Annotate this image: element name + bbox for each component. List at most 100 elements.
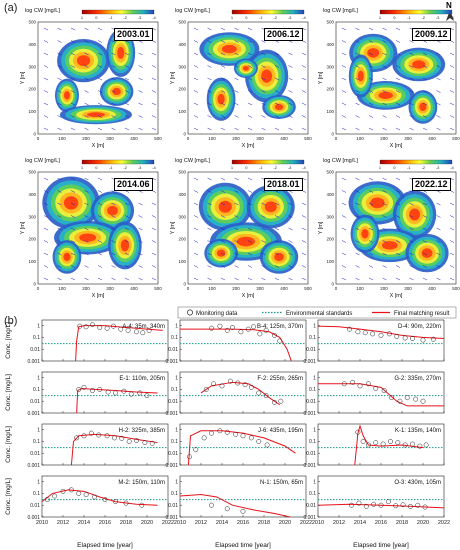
monitoring-data-point: [355, 329, 361, 335]
flow-arrow: [151, 202, 157, 206]
flow-arrow: [97, 40, 103, 43]
flow-arrow: [43, 215, 49, 218]
flow-arrow: [355, 52, 360, 56]
flow-arrow: [301, 215, 307, 218]
monitoring-data-point: [123, 500, 129, 506]
flow-arrow: [261, 277, 266, 281]
colorbar-label: log CW [mg/L]: [25, 8, 60, 14]
flow-arrow: [288, 202, 293, 206]
flow-arrow: [247, 40, 253, 43]
map-date-label: 2003.01: [114, 28, 153, 41]
flow-arrow: [57, 190, 62, 193]
flow-arrow: [368, 240, 374, 243]
y-tick-label: 1: [175, 427, 178, 433]
flow-arrow: [422, 265, 428, 268]
flow-arrow: [301, 227, 307, 231]
flow-arrow: [84, 190, 89, 193]
monitoring-data-point: [126, 438, 132, 444]
flow-arrow: [301, 90, 307, 93]
flow-arrow: [422, 127, 428, 131]
monitoring-data-point: [227, 378, 233, 384]
final-matching-result-line: [42, 489, 158, 506]
flow-arrow: [341, 265, 347, 268]
flow-arrow: [207, 177, 212, 181]
flow-arrow: [247, 65, 253, 68]
monitoring-data-point: [97, 325, 103, 330]
map-y-tick: 200: [178, 237, 186, 242]
map-x-tick: 300: [256, 286, 264, 291]
flow-arrow: [138, 90, 143, 93]
monitoring-data-point: [128, 391, 134, 397]
y-tick-label: 0.001: [27, 411, 40, 417]
flow-arrow: [261, 190, 266, 193]
colorbar-tick: 0: [245, 15, 248, 20]
flow-arrow: [151, 265, 157, 268]
flow-arrow: [111, 252, 116, 256]
flow-arrow: [70, 90, 76, 93]
y-axis-label: Conc. [mg/L]: [5, 374, 12, 411]
flow-arrow: [234, 240, 239, 243]
map-x-tick: 300: [404, 136, 412, 141]
x-tick-label: 2014: [354, 520, 366, 526]
map-x-tick: 500: [304, 136, 312, 141]
monitoring-data-point: [104, 325, 110, 331]
monitoring-data-point: [112, 435, 117, 441]
panel-b-label: (b): [4, 315, 18, 327]
colorbar-label: log CW [mg/L]: [25, 158, 60, 164]
flow-arrow: [422, 77, 428, 81]
flow-arrow: [57, 77, 62, 81]
monitoring-data-point: [365, 442, 371, 448]
flow-arrow: [436, 90, 441, 93]
colorbar-tick: -4: [302, 165, 306, 170]
y-tick-label: 0.1: [309, 439, 316, 445]
monitoring-data-point: [113, 390, 118, 396]
flow-arrow: [97, 77, 103, 81]
x-tick-label: 2016: [99, 520, 111, 526]
colorbar-tick: -1: [259, 15, 263, 20]
monitoring-data-point: [264, 442, 270, 448]
colorbar-tick: 0: [95, 165, 98, 170]
flow-arrow: [274, 215, 280, 218]
flow-arrow: [261, 102, 266, 106]
north-arrow-icon: [446, 10, 454, 21]
well-label: O-3: 430m, 105m: [394, 480, 441, 486]
final-matching-result-line: [180, 494, 291, 517]
flow-arrow: [207, 52, 212, 56]
map-y-tick: 500: [326, 20, 334, 25]
flow-arrow: [124, 52, 130, 56]
flow-arrow: [111, 190, 116, 193]
well-chart: K-1: 135m, 140m 0.001 0.01 0.1 1: [303, 423, 445, 469]
flow-arrow: [138, 240, 143, 243]
flow-arrow: [395, 127, 401, 131]
map-y-tick: 400: [178, 192, 186, 197]
monitoring-data-point: [413, 396, 419, 402]
flow-arrow: [151, 40, 157, 43]
monitoring-data-point: [410, 441, 415, 447]
monitoring-data-point: [113, 499, 118, 505]
flow-arrow: [382, 190, 387, 193]
x-tick-label: 2018: [120, 520, 132, 526]
flow-arrow: [57, 90, 62, 93]
colorbar-tick: -2: [273, 165, 277, 170]
flow-arrow: [247, 27, 253, 31]
flow-arrow: [449, 115, 455, 118]
flow-arrow: [274, 77, 280, 81]
y-tick-label: 0.01: [30, 503, 40, 509]
monitoring-data-point: [139, 502, 145, 508]
flow-arrow: [382, 102, 387, 106]
flow-arrow: [409, 65, 414, 68]
well-label: F-2: 255m, 265m: [257, 376, 303, 382]
flow-arrow: [301, 190, 307, 193]
flow-arrow: [111, 227, 116, 231]
colorbar-tick: -1: [407, 165, 411, 170]
map-x-tick: 500: [154, 286, 162, 291]
map-y-tick: 0: [33, 132, 36, 137]
flow-arrow: [138, 265, 143, 268]
y-tick-label: 0.01: [30, 451, 40, 457]
flow-arrow: [124, 227, 130, 231]
map-y-tick: 0: [33, 282, 36, 287]
flow-arrow: [449, 102, 455, 106]
monitoring-data-point: [83, 324, 89, 330]
colorbar-tick: 0: [245, 165, 248, 170]
monitoring-data-point: [240, 433, 246, 439]
